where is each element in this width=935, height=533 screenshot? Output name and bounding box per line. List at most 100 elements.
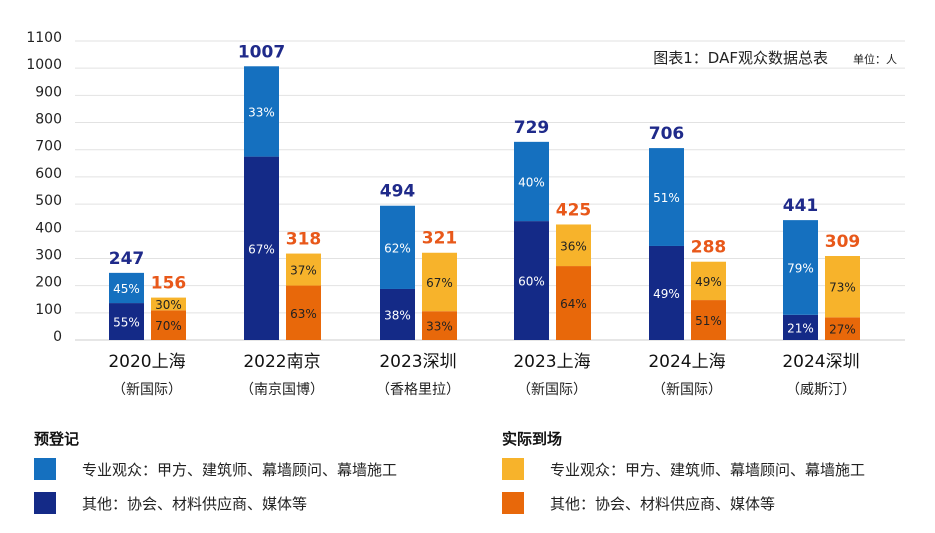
segment-label: 67% bbox=[426, 276, 453, 290]
total-label: 1007 bbox=[238, 42, 285, 62]
segment-label: 67% bbox=[248, 242, 275, 256]
segment-label: 62% bbox=[384, 241, 411, 255]
segment-label: 33% bbox=[248, 105, 275, 119]
segment-label: 70% bbox=[155, 319, 182, 333]
bar-segment bbox=[556, 266, 591, 340]
y-tick-label: 1000 bbox=[26, 57, 62, 73]
segment-label: 36% bbox=[560, 239, 587, 253]
x-tick-label: 2024深圳 bbox=[782, 352, 859, 372]
legend-swatch bbox=[502, 458, 524, 480]
legend-label: 专业观众：甲方、建筑师、幕墙顾问、幕墙施工 bbox=[82, 460, 398, 479]
segment-label: 60% bbox=[518, 275, 545, 289]
legend-swatch bbox=[502, 492, 524, 514]
total-label: 425 bbox=[556, 200, 592, 220]
chart-svg: 0 100 200 300 400 500 600 700 800 900 1000 1100 图表1：… bbox=[26, 30, 905, 398]
y-tick-label: 800 bbox=[35, 112, 62, 128]
total-label: 318 bbox=[286, 230, 322, 250]
bar-segment bbox=[380, 288, 415, 340]
bar-segment bbox=[422, 252, 457, 312]
x-tick-sublabel: （威斯汀） bbox=[786, 382, 856, 398]
bar-segment bbox=[422, 311, 457, 340]
bar-segment bbox=[825, 256, 860, 318]
total-label: 288 bbox=[691, 238, 727, 258]
x-tick-label: 2023深圳 bbox=[379, 352, 456, 372]
segment-label: 63% bbox=[290, 307, 317, 321]
segment-label: 45% bbox=[113, 282, 140, 296]
total-label: 309 bbox=[825, 232, 861, 252]
bar-segment bbox=[783, 314, 818, 340]
total-label: 494 bbox=[380, 182, 416, 202]
chart-title: 图表1：DAF观众数据总表 bbox=[653, 49, 828, 67]
legend-swatch bbox=[34, 458, 56, 480]
x-tick-sublabel: （南京国博） bbox=[240, 381, 324, 398]
unit-label: 单位：人 bbox=[853, 52, 897, 66]
segment-label: 30% bbox=[155, 298, 182, 312]
segment-label: 55% bbox=[113, 316, 140, 330]
bar-segment bbox=[825, 317, 860, 340]
x-tick-sublabel: （香格里拉） bbox=[376, 382, 460, 398]
legend-item: 其他：协会、材料供应商、媒体等 bbox=[502, 492, 775, 514]
bar-segment bbox=[244, 156, 279, 340]
bar-segment bbox=[649, 148, 684, 246]
legend-label: 其他：协会、材料供应商、媒体等 bbox=[550, 494, 776, 513]
x-tick-sublabel: （新国际） bbox=[112, 382, 182, 398]
bar-segment bbox=[556, 224, 591, 267]
x-tick-sublabel: （新国际） bbox=[517, 382, 587, 398]
bar-segment bbox=[649, 245, 684, 340]
bar-segment bbox=[783, 220, 818, 315]
bar-segment bbox=[109, 272, 144, 304]
legend-swatch bbox=[34, 492, 56, 514]
y-tick-label: 500 bbox=[35, 193, 62, 209]
segment-label: 79% bbox=[787, 261, 814, 275]
segment-label: 38% bbox=[384, 308, 411, 322]
x-tick-label: 2024上海 bbox=[648, 352, 725, 372]
total-label: 156 bbox=[151, 274, 187, 294]
bar-segment bbox=[109, 303, 144, 340]
total-label: 441 bbox=[783, 196, 819, 216]
legend-title-registered: 预登记 bbox=[34, 430, 80, 448]
segment-label: 73% bbox=[829, 281, 856, 295]
x-tick-sublabel: （新国际） bbox=[652, 382, 722, 398]
legend-title-attended: 实际到场 bbox=[502, 430, 563, 448]
segment-label: 64% bbox=[560, 297, 587, 311]
total-label: 729 bbox=[514, 118, 550, 138]
legend-item: 专业观众：甲方、建筑师、幕墙顾问、幕墙施工 bbox=[502, 458, 865, 480]
y-tick-label: 100 bbox=[35, 302, 62, 318]
legend-label: 专业观众：甲方、建筑师、幕墙顾问、幕墙施工 bbox=[550, 460, 866, 479]
legend-item: 其他：协会、材料供应商、媒体等 bbox=[34, 492, 307, 514]
segment-label: 51% bbox=[653, 191, 680, 205]
segment-label: 40% bbox=[518, 175, 545, 189]
x-tick-label: 2023上海 bbox=[513, 352, 590, 372]
segment-label: 51% bbox=[695, 314, 722, 328]
segment-label: 33% bbox=[426, 320, 453, 334]
segment-label: 49% bbox=[695, 275, 722, 289]
bar-segment bbox=[244, 66, 279, 157]
y-tick-label: 300 bbox=[35, 247, 62, 263]
bar-segment bbox=[691, 300, 726, 340]
bar-segment bbox=[380, 205, 415, 289]
total-label: 247 bbox=[109, 249, 145, 269]
x-tick-label: 2022南京 bbox=[243, 352, 320, 372]
bar-segment bbox=[286, 253, 321, 286]
legend-item: 专业观众：甲方、建筑师、幕墙顾问、幕墙施工 bbox=[34, 458, 397, 480]
segment-label: 49% bbox=[653, 287, 680, 301]
segment-label: 21% bbox=[787, 321, 814, 335]
y-tick-label: 0 bbox=[53, 329, 62, 345]
y-tick-label: 1100 bbox=[26, 30, 62, 46]
y-tick-label: 900 bbox=[35, 84, 62, 100]
total-label: 321 bbox=[422, 229, 458, 249]
bar-segment bbox=[514, 141, 549, 222]
bar-segment bbox=[514, 221, 549, 340]
total-label: 706 bbox=[649, 124, 685, 144]
segment-label: 27% bbox=[829, 323, 856, 337]
bar-segment bbox=[151, 310, 186, 340]
legend-label: 其他：协会、材料供应商、媒体等 bbox=[82, 494, 308, 513]
y-tick-label: 600 bbox=[35, 166, 62, 182]
y-tick-label: 200 bbox=[35, 275, 62, 291]
x-tick-label: 2020上海 bbox=[108, 352, 185, 372]
segment-label: 37% bbox=[290, 264, 317, 278]
y-tick-label: 700 bbox=[35, 139, 62, 155]
bar-segment bbox=[286, 285, 321, 340]
y-tick-label: 400 bbox=[35, 220, 62, 236]
